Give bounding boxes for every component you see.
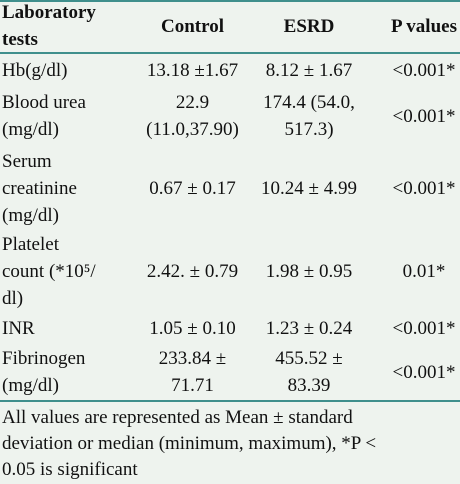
cell-line: tests [2, 29, 38, 50]
cell-line: creatinine [2, 177, 77, 199]
bottom-rule [0, 400, 460, 402]
footnote: All values are represented as Mean ± sta… [2, 405, 376, 483]
cell-line: (mg/dl) [2, 375, 59, 396]
cell-line: 1.23 ± 0.24 [265, 317, 353, 339]
cell-line: (mg/dl) [2, 204, 59, 226]
cell-line: 71.71 [171, 375, 214, 396]
table-cell: 1.05 ± 0.10 [135, 312, 250, 344]
cell-line: Blood urea [2, 92, 86, 113]
table-cell: INR [2, 312, 135, 344]
table-cell: Serum creatinine (mg/dl) [2, 146, 135, 230]
cell-line: (11.0,37.90) [146, 119, 239, 140]
cell-line: 2.42. ± 0.79 [146, 260, 239, 282]
table-cell: Fibrinogen (mg/dl) [2, 344, 135, 400]
table-cell: 0.67 ± 0.17 [135, 146, 250, 230]
table-cell: 1.98 ± 0.95 [250, 230, 368, 312]
cell-line: dl) [2, 287, 24, 309]
cell-line: <0.001* [392, 59, 456, 81]
cell-line: Serum [2, 150, 52, 172]
table-cell: Hb(g/dl) [2, 54, 135, 86]
table-cell: 2.42. ± 0.79 [135, 230, 250, 312]
cell-line: Fibrinogen [2, 348, 86, 369]
table-cell: <0.001* [368, 146, 460, 230]
top-rule [0, 0, 460, 2]
header-cell: P values [368, 0, 460, 52]
footnote-line: All values are represented as Mean ± sta… [2, 407, 353, 428]
cell-line: 233.84 ± [158, 348, 227, 369]
cell-line: 13.18 ±1.67 [146, 59, 239, 81]
cell-line: 1.05 ± 0.10 [149, 317, 236, 339]
cell-line: ESRD [283, 15, 335, 37]
cell-line: 22.9 [175, 92, 210, 113]
cell-line: 0.67 ± 0.17 [149, 177, 236, 199]
table-cell: Platelet count (*10⁵/dl) [2, 230, 135, 312]
cell-line: Laboratory [2, 2, 96, 23]
cell-line: <0.001* [392, 317, 456, 339]
cell-line: <0.001* [392, 361, 456, 383]
cell-line: 455.52 ± [275, 348, 343, 369]
header-cell: ESRD [250, 0, 368, 52]
cell-line: <0.001* [392, 105, 456, 127]
table-cell: <0.001* [368, 312, 460, 344]
cell-line: <0.001* [392, 177, 456, 199]
table-cell: 233.84 ± 71.71 [135, 344, 250, 400]
cell-line: Hb(g/dl) [2, 59, 68, 81]
footnote-line: deviation or median (minimum, maximum), … [2, 433, 377, 454]
table-cell: 13.18 ±1.67 [135, 54, 250, 86]
table-cell: <0.001* [368, 54, 460, 86]
table-cell: 10.24 ± 4.99 [250, 146, 368, 230]
table-cell: 0.01* [368, 230, 460, 312]
cell-line: 10.24 ± 4.99 [261, 177, 357, 199]
table-cell: Blood urea (mg/dl) [2, 86, 135, 146]
table-cell: 1.23 ± 0.24 [250, 312, 368, 344]
header-rule [0, 52, 460, 54]
table-cell: 8.12 ± 1.67 [250, 54, 368, 86]
cell-line: 517.3) [284, 119, 334, 140]
table-cell: <0.001* [368, 86, 460, 146]
cell-line: Platelet [2, 233, 59, 255]
cell-line: INR [2, 317, 35, 339]
table-cell: <0.001* [368, 344, 460, 400]
cell-line: 0.01* [402, 260, 446, 282]
cell-line: 1.98 ± 0.95 [265, 260, 353, 282]
cell-line: 8.12 ± 1.67 [265, 59, 353, 81]
table-cell: 455.52 ± 83.39 [250, 344, 368, 400]
footnote-line: 0.05 is significant [2, 459, 138, 480]
cell-line: (mg/dl) [2, 119, 59, 140]
cell-line: P values [391, 15, 457, 37]
cell-line: 174.4 (54.0, [263, 92, 355, 113]
table-cell: 22.9 (11.0,37.90) [135, 86, 250, 146]
cell-line: count (*10⁵/ [2, 260, 96, 282]
cell-line: Control [161, 15, 224, 37]
header-cell: Laboratory tests [2, 0, 135, 52]
header-cell: Control [135, 0, 250, 52]
cell-line: 83.39 [287, 375, 331, 396]
table-cell: 174.4 (54.0, 517.3) [250, 86, 368, 146]
